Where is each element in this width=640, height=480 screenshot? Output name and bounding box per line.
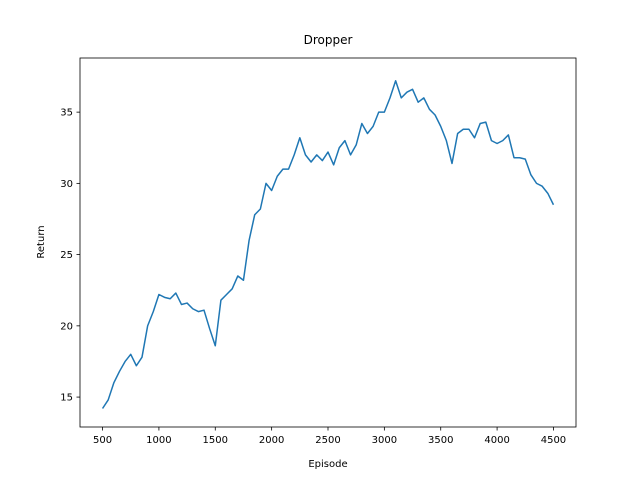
- x-tick-label: 500: [93, 435, 112, 446]
- x-tick-label: 3000: [372, 435, 397, 446]
- y-axis-label: Return: [36, 225, 47, 258]
- chart-title: Dropper: [304, 33, 353, 47]
- x-tick-label: 1500: [203, 435, 228, 446]
- x-tick-label: 3500: [428, 435, 453, 446]
- y-tick-label: 20: [60, 321, 73, 332]
- x-tick-label: 4500: [541, 435, 566, 446]
- x-tick-label: 1000: [146, 435, 171, 446]
- x-tick-label: 2500: [315, 435, 340, 446]
- x-tick-label: 2000: [259, 435, 284, 446]
- x-axis-label: Episode: [308, 459, 347, 470]
- y-tick-label: 35: [60, 108, 73, 119]
- data-line: [101, 80, 555, 409]
- x-tick-label: 4000: [484, 435, 509, 446]
- y-tick-label: 15: [60, 393, 73, 404]
- y-tick-label: 25: [60, 250, 73, 261]
- y-tick-label: 30: [60, 179, 73, 190]
